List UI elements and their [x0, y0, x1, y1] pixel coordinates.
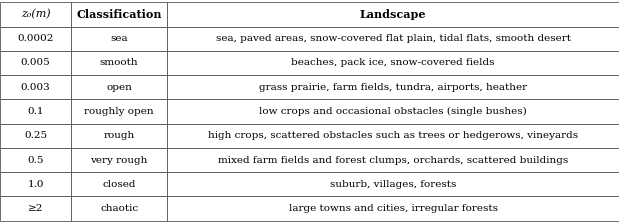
- Text: ≥2: ≥2: [28, 204, 43, 213]
- Bar: [71, 196, 167, 221]
- Bar: [167, 99, 619, 124]
- Text: z₀(m): z₀(m): [21, 9, 50, 20]
- Text: very rough: very rough: [90, 156, 148, 165]
- Bar: [71, 75, 167, 99]
- Text: chaotic: chaotic: [100, 204, 138, 213]
- Bar: [167, 196, 619, 221]
- Text: rough: rough: [103, 131, 135, 140]
- Text: grass prairie, farm fields, tundra, airports, heather: grass prairie, farm fields, tundra, airp…: [259, 83, 527, 92]
- Text: 0.005: 0.005: [20, 58, 51, 67]
- Bar: [0, 196, 71, 221]
- Bar: [71, 172, 167, 196]
- Text: roughly open: roughly open: [84, 107, 154, 116]
- Bar: [71, 2, 167, 27]
- Bar: [0, 75, 71, 99]
- Bar: [71, 99, 167, 124]
- Bar: [167, 148, 619, 172]
- Text: Landscape: Landscape: [360, 9, 426, 20]
- Text: sea, paved areas, snow-covered flat plain, tidal flats, smooth desert: sea, paved areas, snow-covered flat plai…: [215, 34, 571, 43]
- Bar: [71, 148, 167, 172]
- Text: 0.1: 0.1: [27, 107, 44, 116]
- Text: 0.003: 0.003: [20, 83, 51, 92]
- Bar: [0, 124, 71, 148]
- Bar: [167, 124, 619, 148]
- Text: large towns and cities, irregular forests: large towns and cities, irregular forest…: [288, 204, 498, 213]
- Text: low crops and occasional obstacles (single bushes): low crops and occasional obstacles (sing…: [259, 107, 527, 116]
- Text: smooth: smooth: [100, 58, 139, 67]
- Text: 0.0002: 0.0002: [17, 34, 54, 43]
- Text: 0.25: 0.25: [24, 131, 47, 140]
- Bar: [0, 51, 71, 75]
- Text: beaches, pack ice, snow-covered fields: beaches, pack ice, snow-covered fields: [292, 58, 495, 67]
- Text: mixed farm fields and forest clumps, orchards, scattered buildings: mixed farm fields and forest clumps, orc…: [218, 156, 568, 165]
- Bar: [167, 75, 619, 99]
- Text: closed: closed: [102, 180, 136, 189]
- Bar: [0, 172, 71, 196]
- Text: open: open: [106, 83, 132, 92]
- Bar: [71, 27, 167, 51]
- Bar: [167, 172, 619, 196]
- Bar: [0, 27, 71, 51]
- Text: 1.0: 1.0: [27, 180, 44, 189]
- Text: high crops, scattered obstacles such as trees or hedgerows, vineyards: high crops, scattered obstacles such as …: [208, 131, 578, 140]
- Text: Classification: Classification: [76, 9, 162, 20]
- Bar: [0, 99, 71, 124]
- Bar: [167, 27, 619, 51]
- Bar: [167, 51, 619, 75]
- Bar: [71, 51, 167, 75]
- Bar: [167, 2, 619, 27]
- Bar: [0, 2, 71, 27]
- Text: 0.5: 0.5: [27, 156, 44, 165]
- Bar: [71, 124, 167, 148]
- Bar: [0, 148, 71, 172]
- Text: suburb, villages, forests: suburb, villages, forests: [330, 180, 456, 189]
- Text: sea: sea: [110, 34, 128, 43]
